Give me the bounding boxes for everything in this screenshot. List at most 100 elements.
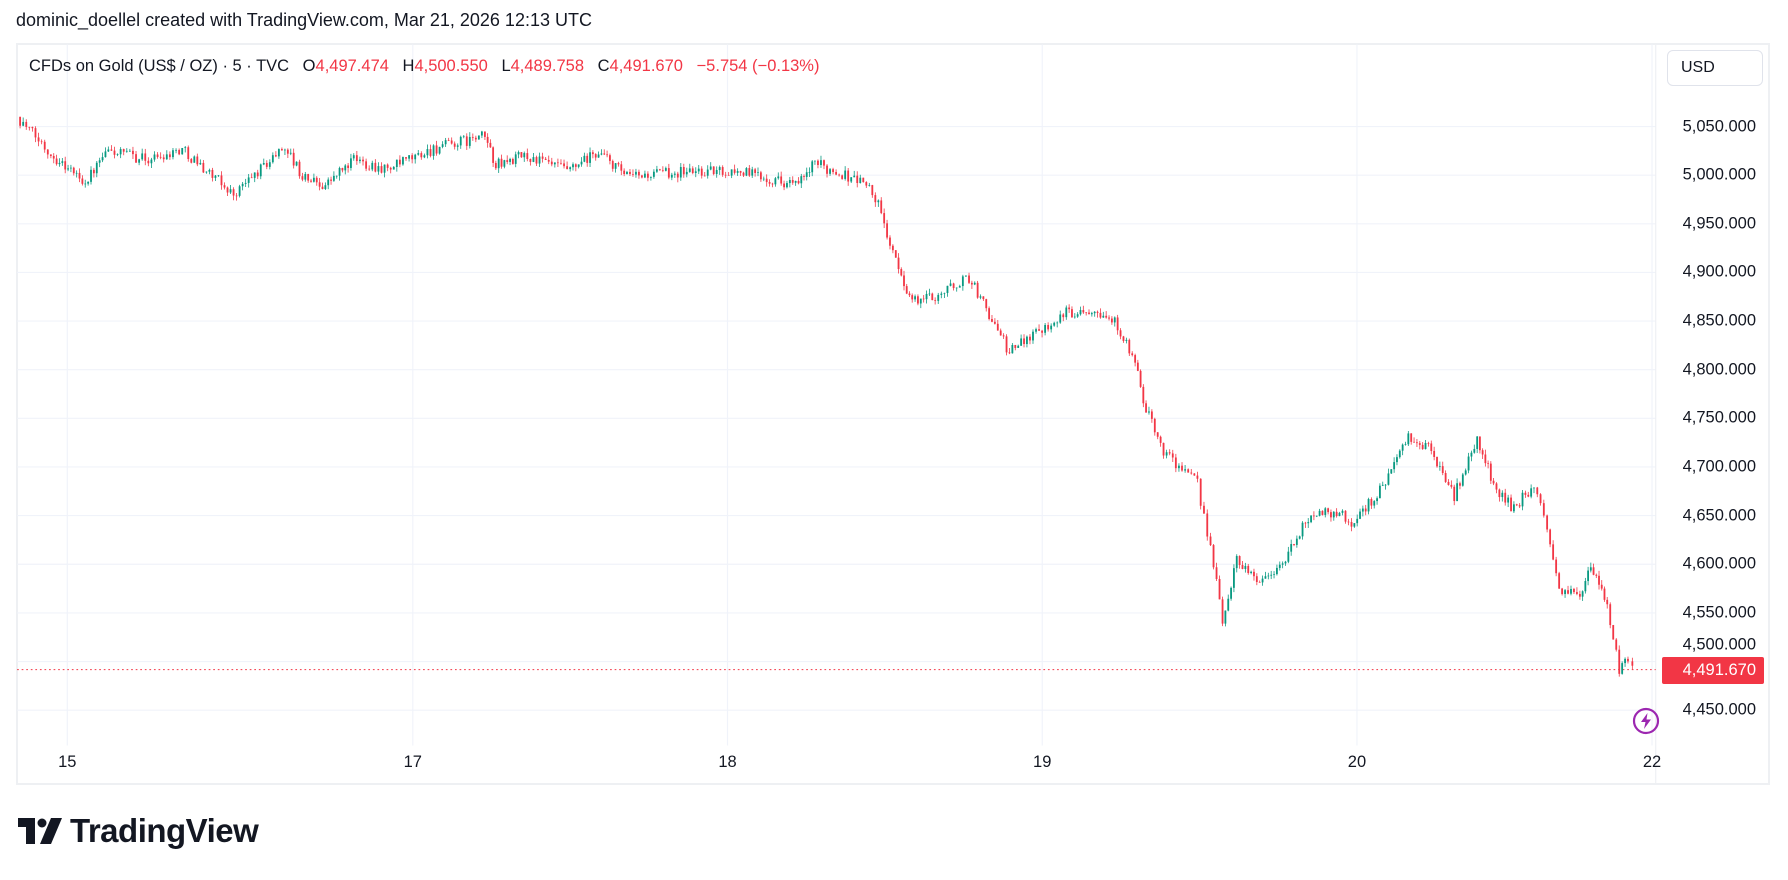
candle-body [226,187,229,193]
candle-body [614,163,617,169]
candle [1082,305,1085,314]
candle-body [241,183,244,187]
candle-body [721,167,724,175]
candle [355,151,358,165]
candle [868,182,871,187]
candle-body [751,169,754,176]
candle-body [380,166,383,173]
candle-body [934,300,937,301]
candle [961,274,964,291]
candle [1212,543,1215,570]
candle [1510,494,1512,512]
candle [70,164,72,173]
candle-body [1047,324,1050,330]
candle-body [220,175,223,186]
candle [380,162,383,174]
candle [739,170,742,176]
candle-body [1293,544,1295,545]
candle [1487,460,1490,469]
candle-body [92,169,95,174]
candle [917,294,919,306]
chart-pane[interactable] [16,43,1770,785]
candle [37,132,40,147]
candle [517,150,520,159]
candle-body [1233,568,1235,588]
candle [985,298,988,312]
candle [991,315,993,323]
price-tick-label: 4,850.000 [1682,311,1756,330]
candle [1433,446,1436,461]
candle-body [110,149,113,151]
candle-body [1584,581,1587,592]
candle [1301,521,1304,540]
candle [1116,314,1119,335]
candle-body [295,161,298,166]
candle [247,173,250,188]
change-value: −5.754 (−0.13%) [696,57,820,75]
candle-body [435,145,438,154]
candle [682,163,685,178]
candle-body [208,169,211,172]
candle-body [563,163,565,167]
candle [190,157,193,164]
candle [1570,585,1572,596]
lightning-circle-icon[interactable] [1632,707,1660,735]
candle-body [87,181,90,184]
candle-body [1467,456,1470,471]
candle-body [712,166,715,175]
candle [1492,478,1495,486]
candle-body [1128,339,1131,354]
candle [1524,490,1527,498]
candle [1139,369,1142,388]
price-tick-label: 4,700.000 [1682,457,1756,476]
candle [609,153,611,165]
candle-body [1484,454,1487,464]
candle [480,130,483,139]
candle-body [688,168,691,172]
candle-body [1595,574,1598,576]
candle-body [917,296,919,304]
candle [993,318,996,325]
candle-body [223,185,226,188]
candle-body [1330,512,1332,518]
candle-body [471,136,474,138]
candle-body [116,154,119,155]
candle [1203,501,1205,515]
candle [1190,468,1193,475]
candle-body [1518,505,1521,507]
candle [958,284,961,288]
symbol-title[interactable]: CFDs on Gold (US$ / OZ) · 5 · TVC [29,57,290,75]
candle [128,148,131,152]
candle-body [1076,314,1079,317]
candle [1244,562,1247,573]
candle-body [544,158,547,160]
candle [1241,560,1244,570]
tradingview-logo[interactable]: TradingView [18,812,259,850]
candle-body [1150,411,1153,419]
price-tick-label: 4,950.000 [1682,214,1756,233]
candle [462,135,465,139]
candle [374,159,377,173]
candle [629,168,631,176]
currency-button[interactable]: USD [1667,50,1763,86]
candle-body [1353,523,1356,527]
legend: CFDs on Gold (US$ / OZ) · 5 · TVC O4,497… [29,57,819,76]
candle-body [1615,639,1618,650]
candle-body [214,175,217,178]
candle-body [1068,307,1071,310]
candle-body [196,156,199,165]
candle-body [1564,590,1566,595]
candle-body [1498,489,1501,498]
candle-body [1050,325,1053,330]
candle [1032,329,1034,344]
candle-body [398,159,401,165]
price-tick-label: 4,800.000 [1682,360,1756,379]
candle-body [1381,484,1384,486]
candle [1134,353,1137,367]
candle-body [432,145,435,156]
candle-body [1487,463,1490,464]
candle [1287,546,1290,564]
candle-body [307,174,310,181]
candle [1495,482,1498,494]
